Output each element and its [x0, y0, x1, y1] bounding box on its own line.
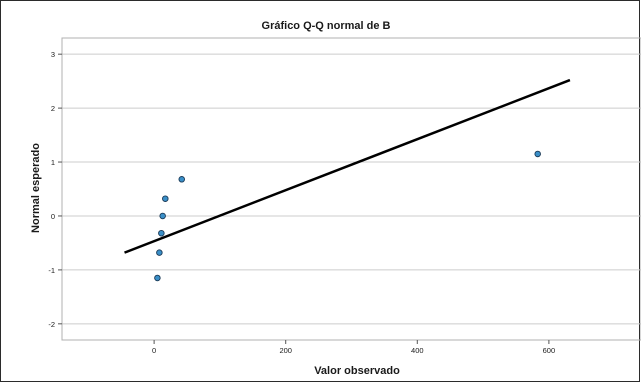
- tick-layer: -2 -1 0 1 2 3 0 200 400 600: [48, 50, 555, 355]
- point-layer: [154, 150, 541, 282]
- x-axis-title: Valor observado: [314, 365, 400, 377]
- y-tick-label: -2: [48, 320, 55, 329]
- data-point: [158, 229, 165, 237]
- x-tick-label: 0: [152, 346, 156, 355]
- plot-area: [61, 37, 641, 341]
- x-tick-label: 400: [411, 346, 424, 355]
- y-tick-label: -1: [48, 266, 55, 275]
- reference-line: [124, 78, 571, 254]
- data-point: [156, 249, 163, 256]
- data-point: [534, 150, 541, 158]
- y-tick-label: 1: [51, 158, 55, 167]
- data-point: [162, 195, 169, 202]
- line-layer: [124, 78, 571, 254]
- x-tick-label: 600: [543, 346, 556, 355]
- data-point: [178, 176, 185, 183]
- grid-layer: [62, 53, 641, 325]
- y-tick-label: 2: [51, 104, 55, 113]
- y-tick-label: 0: [51, 212, 55, 221]
- data-point: [154, 274, 161, 282]
- chart-title: Gráfico Q-Q normal de B: [262, 20, 391, 32]
- y-tick-label: 3: [51, 50, 55, 59]
- x-tick-label: 200: [279, 346, 292, 355]
- data-point: [159, 212, 166, 220]
- y-axis-title: Normal esperado: [30, 143, 42, 233]
